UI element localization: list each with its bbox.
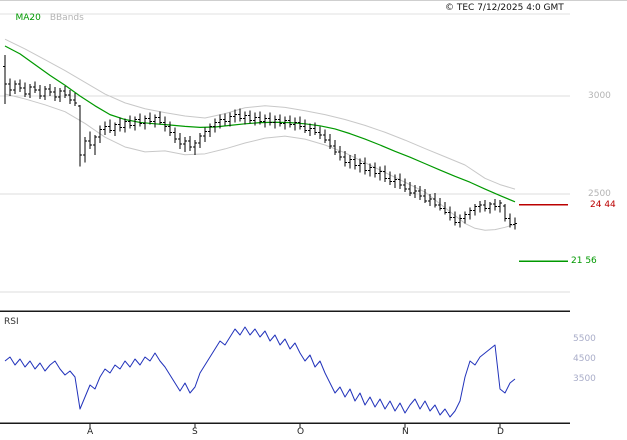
rsi-line [4, 326, 516, 418]
legend-ma20-label: MA20 [15, 13, 41, 23]
bollinger-upper-line [4, 38, 516, 190]
legend-bbands-label: BBands [49, 13, 84, 23]
legend: MA20 BBands [4, 3, 84, 33]
copyright-text: © TEC 7/12/2025 4:0 GMT [445, 3, 564, 13]
rsi-label: RSI [4, 317, 19, 327]
bollinger-lower-line [4, 93, 516, 231]
